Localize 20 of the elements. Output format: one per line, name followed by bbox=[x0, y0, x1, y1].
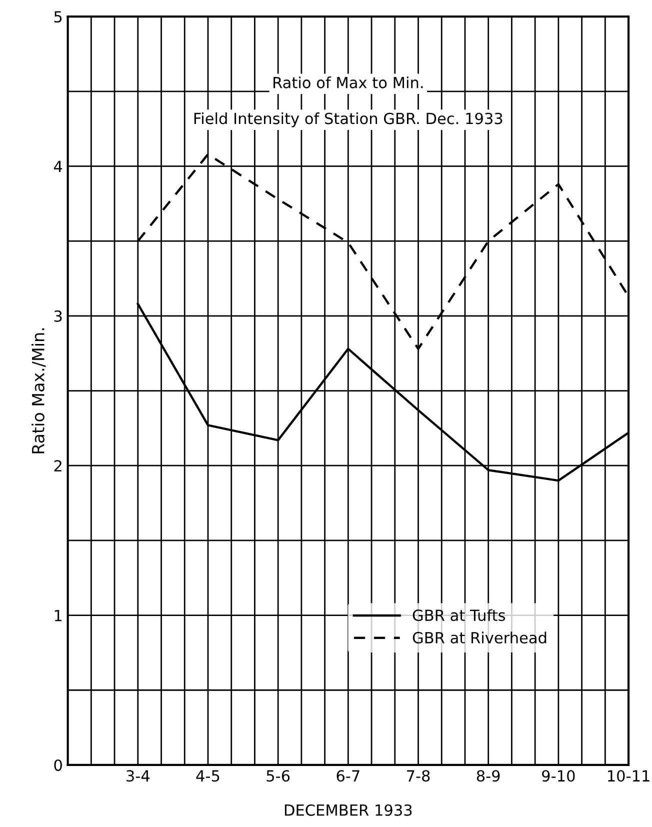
x-axis-title: DECEMBER 1933 bbox=[284, 804, 412, 816]
y-tick-label: 3 bbox=[54, 310, 62, 322]
y-tick-label: 5 bbox=[54, 11, 62, 23]
x-tick-label: 3-4 bbox=[126, 770, 150, 782]
text: Field Intensity of Station GBR. Dec. 1933 bbox=[194, 112, 502, 128]
x-tick-label: 5-6 bbox=[266, 770, 290, 782]
legend-label: GBR at Riverhead bbox=[412, 632, 546, 644]
x-tick-label: 7-8 bbox=[407, 770, 430, 782]
y-tick-label: 2 bbox=[54, 460, 62, 472]
text: Ratio of Max to Min. bbox=[274, 76, 423, 88]
x-tick-label: 9-10 bbox=[542, 770, 575, 782]
y-tick-label: 0 bbox=[54, 759, 62, 771]
y-axis-title: Ratio Max./Min. bbox=[32, 328, 46, 454]
x-tick-label: 8-9 bbox=[476, 770, 500, 782]
y-tick-label: 1 bbox=[54, 610, 62, 622]
y-tick-label: 4 bbox=[54, 160, 62, 172]
x-tick-label: 10-11 bbox=[608, 770, 650, 782]
legend-label: GBR at Tufts bbox=[412, 609, 506, 622]
x-tick-label: 4-5 bbox=[196, 770, 220, 782]
x-tick-label: 6-7 bbox=[336, 770, 360, 782]
